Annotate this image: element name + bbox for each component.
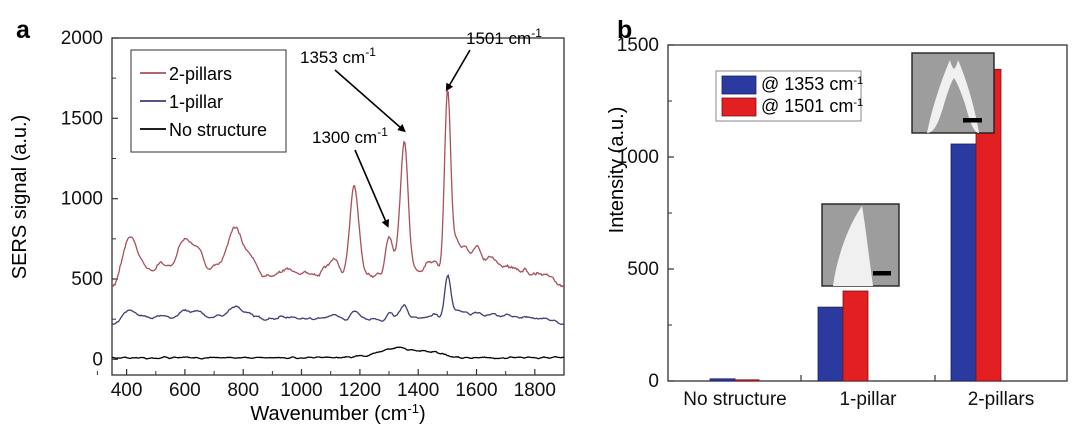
svg-text:@ 1353 cm-1: @ 1353 cm-1 [761, 74, 863, 94]
svg-text:1500: 1500 [617, 35, 659, 56]
svg-text:@ 1501 cm-1: @ 1501 cm-1 [761, 96, 863, 116]
svg-text:Intensity (a.u.): Intensity (a.u.) [606, 107, 628, 234]
svg-text:No structure: No structure [683, 389, 786, 410]
svg-text:2-pillars: 2-pillars [968, 389, 1035, 410]
svg-text:0: 0 [648, 371, 659, 392]
svg-text:1-pillar: 1-pillar [839, 389, 897, 410]
svg-text:500: 500 [627, 259, 659, 280]
